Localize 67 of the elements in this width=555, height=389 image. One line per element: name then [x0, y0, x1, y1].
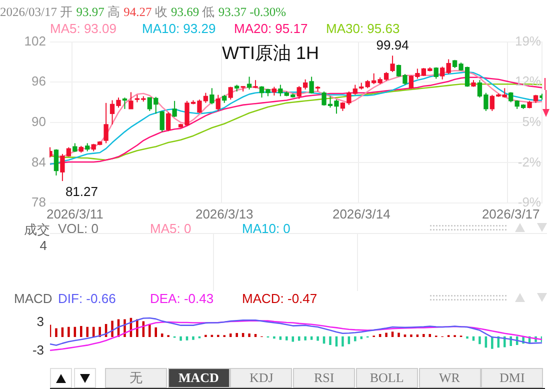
y-tick-label: -3 — [32, 342, 44, 358]
text: BOLL — [356, 368, 418, 388]
text: 2026/03/17 开 93.97 高 94.27 收 93.69 低 93.37 -0.30% — [0, 5, 286, 19]
candlestick — [253, 80, 258, 89]
text: MA10: 93.29 — [142, 21, 216, 36]
bar — [68, 326, 70, 338]
text: KDJ — [230, 368, 292, 388]
text: 无 — [105, 368, 167, 388]
bar — [385, 332, 388, 338]
legend-label: MA10: 0 — [242, 221, 290, 236]
chart-title: WTI原油 1H — [222, 42, 319, 65]
text: MA20: 95.17 — [234, 21, 308, 36]
bar — [422, 334, 425, 338]
bar — [55, 328, 58, 338]
series-label: DEA: -0.43 — [150, 291, 214, 306]
bar — [273, 336, 276, 339]
bar — [180, 336, 182, 341]
x-tick-label: 2026/3/13 — [195, 206, 254, 222]
bar — [342, 336, 344, 346]
text: 4 — [40, 238, 47, 253]
bar — [478, 336, 481, 344]
bar — [80, 326, 82, 338]
series-label: DIF: -0.66 — [58, 291, 116, 306]
annotation: 81.27 — [65, 184, 98, 200]
y-tick-label: 102 — [24, 33, 46, 48]
bar — [304, 336, 306, 340]
y-tick-label: 84 — [32, 154, 46, 170]
bar — [217, 334, 220, 338]
x-tick-label: 2026/3/17 — [482, 206, 540, 222]
bar — [391, 332, 394, 338]
y-tick-label: 78 — [32, 194, 46, 210]
bar — [354, 336, 356, 342]
y-tick-label: 90 — [32, 114, 46, 129]
text: WR — [418, 368, 480, 388]
bar — [398, 332, 400, 338]
y-tick-label: 96 — [32, 74, 46, 89]
bar — [316, 336, 319, 341]
candlestick — [128, 92, 134, 110]
text: DMI — [481, 368, 544, 388]
bar — [410, 334, 412, 338]
bar — [154, 327, 158, 338]
bar — [86, 326, 88, 338]
y-tick-label: 3 — [36, 314, 44, 330]
text: MA30: 95.63 — [326, 21, 400, 36]
bar — [472, 336, 475, 341]
bar — [466, 336, 468, 339]
bar — [236, 333, 238, 338]
text: RSI — [293, 368, 356, 388]
x-tick-label: 2026/3/11 — [46, 206, 104, 222]
bar — [248, 334, 250, 338]
legend-label: MA5: 0 — [150, 221, 192, 236]
legend-label: VOL: 0 — [58, 221, 98, 236]
bar — [204, 334, 207, 338]
text: MA5: 93.09 — [50, 21, 116, 36]
annotation: 99.94 — [376, 38, 409, 53]
x-tick-label: 2026/3/14 — [332, 206, 390, 222]
chart-title: MACD — [14, 291, 52, 306]
text: MACD: -0.47 — [242, 291, 318, 306]
bar — [111, 320, 114, 338]
bar — [298, 336, 300, 341]
bar — [148, 324, 151, 338]
candlestick — [240, 86, 246, 92]
bar — [192, 336, 194, 340]
bar — [286, 336, 288, 340]
text: 成交 — [24, 221, 50, 239]
text: MACD — [168, 368, 230, 388]
bar — [329, 336, 332, 346]
